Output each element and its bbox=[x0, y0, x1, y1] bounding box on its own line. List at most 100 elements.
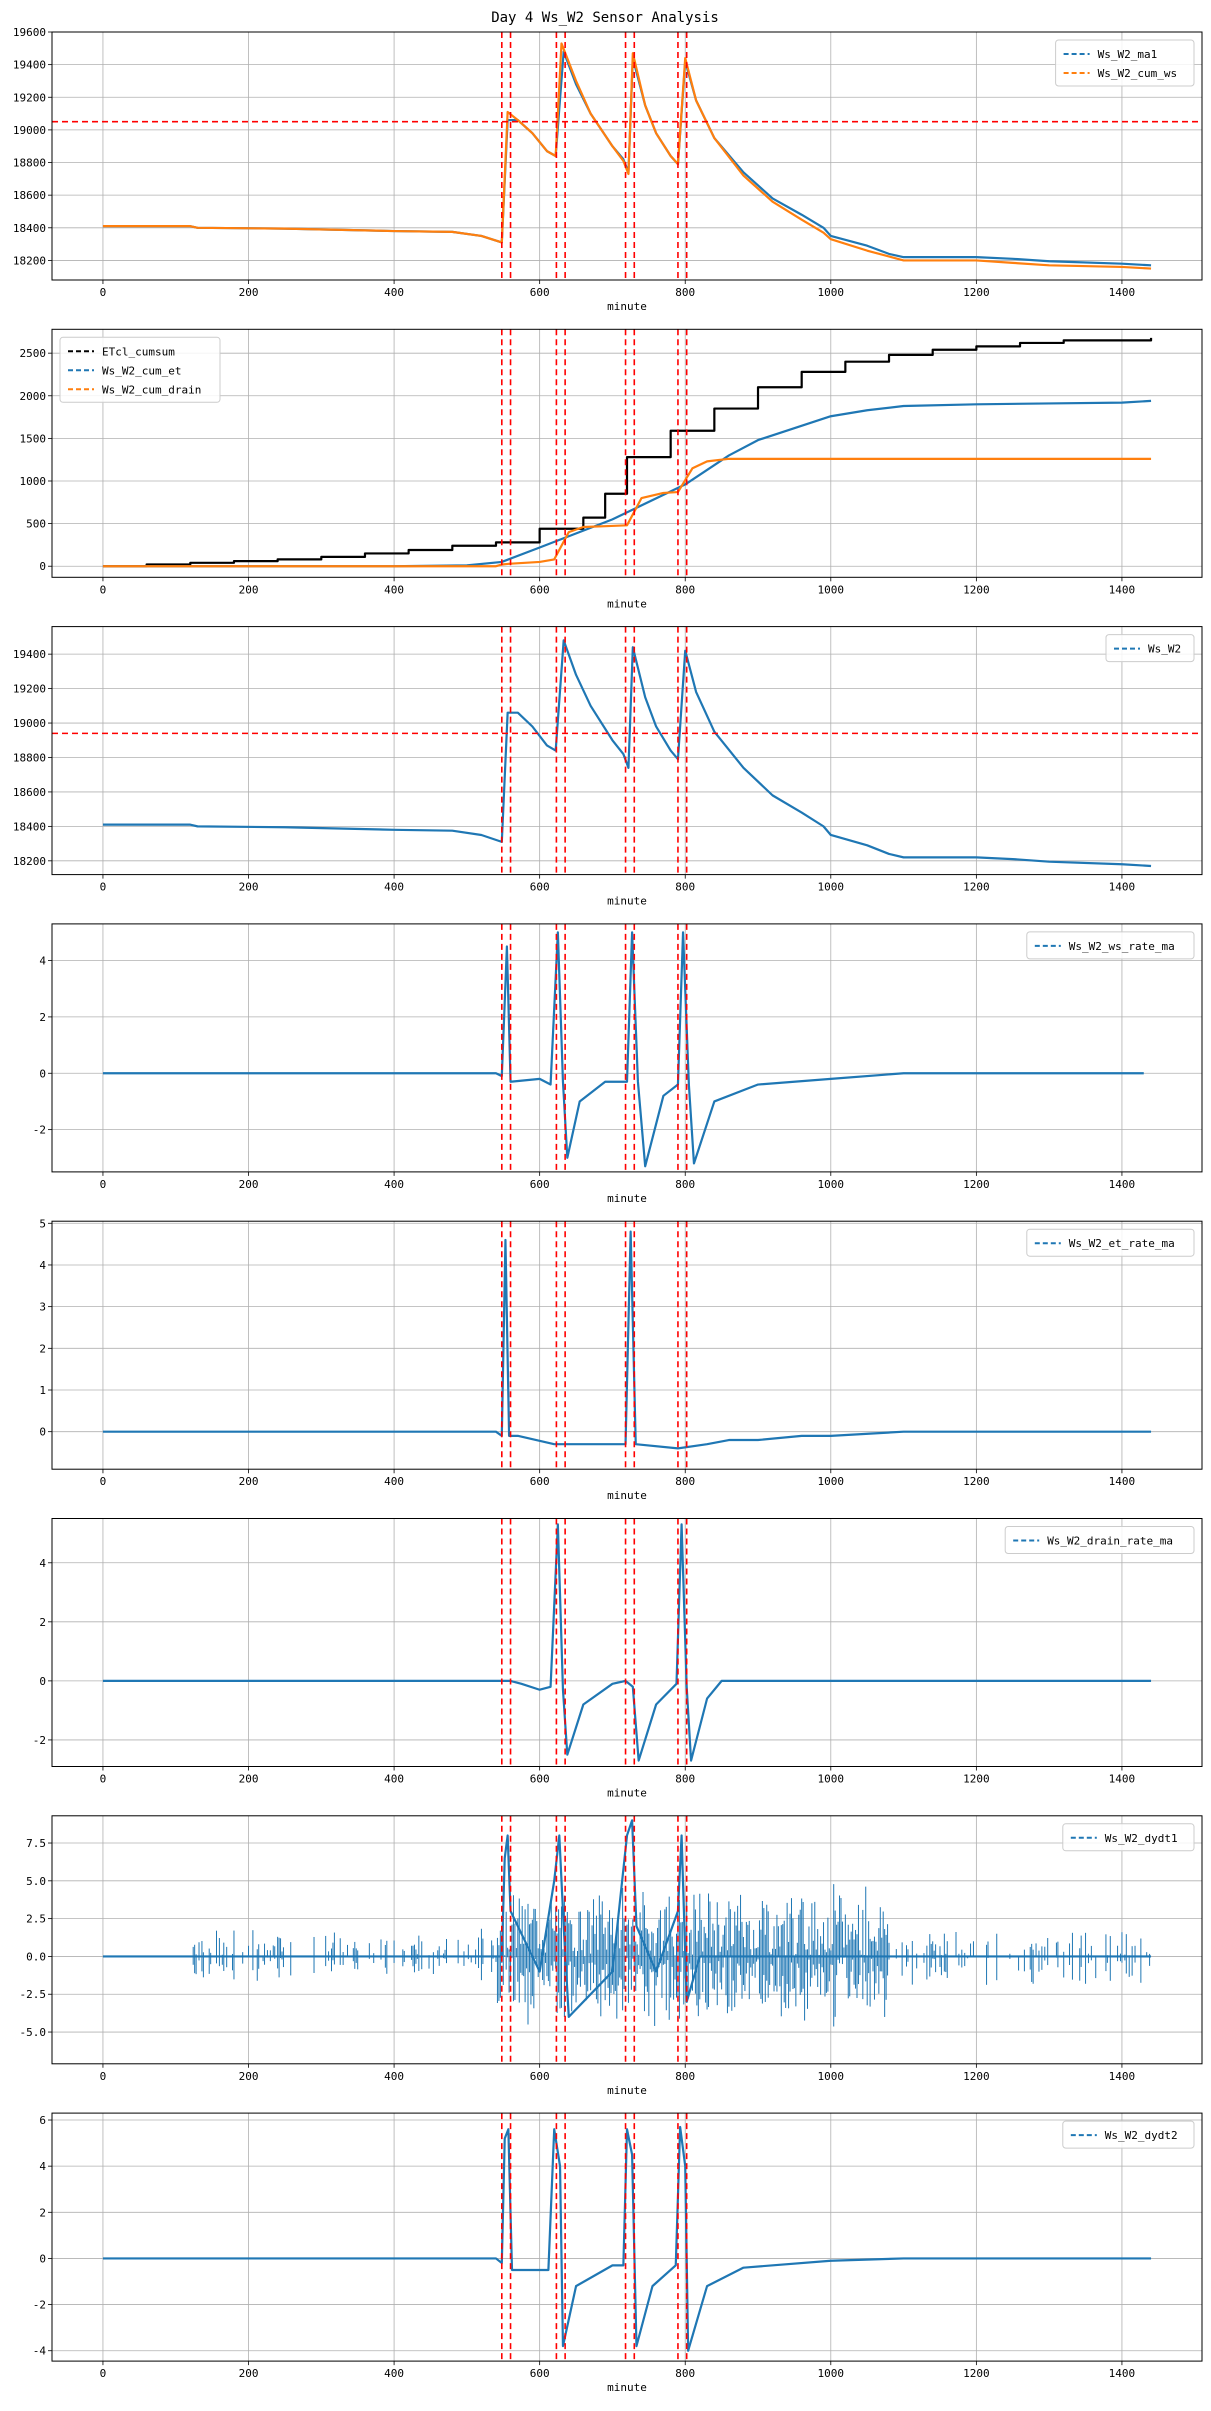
x-tick-label: 400 bbox=[384, 1178, 404, 1191]
x-tick-label: 600 bbox=[530, 583, 550, 596]
axes-ticks: 0 200 400 600 800 1000 1200 1400 18200 18400 18600… bbox=[13, 648, 1135, 907]
x-tick-label: 600 bbox=[530, 2070, 550, 2083]
plot-area bbox=[52, 32, 1202, 280]
y-tick-label: 0.0 bbox=[26, 1950, 46, 1963]
x-tick-label: 0 bbox=[100, 1773, 107, 1786]
axes-ticks: 0 200 400 600 800 1000 1200 1400 -5.0 -2.5 0.0 2.5 5… bbox=[20, 1837, 1136, 2097]
x-tick-label: 400 bbox=[384, 583, 404, 596]
x-tick-label: 1000 bbox=[818, 2367, 845, 2380]
legend: Ws_W2 bbox=[1105, 634, 1195, 663]
y-tick-label: 4 bbox=[39, 2160, 46, 2173]
x-tick-label: 1200 bbox=[963, 1773, 990, 1786]
series-line-Ws_W2_cum_et bbox=[102, 399, 1152, 568]
x-tick-label: 600 bbox=[530, 881, 550, 894]
legend-label: Ws_W2_et_rate_ma bbox=[1069, 1237, 1175, 1250]
x-tick-label: 0 bbox=[100, 1178, 107, 1191]
x-axis-label: minute bbox=[607, 895, 647, 908]
x-tick-label: 1400 bbox=[1109, 1773, 1136, 1786]
axes-ticks: 0 200 400 600 800 1000 1200 1400 0 500 1000 1500 200… bbox=[20, 347, 1136, 610]
y-tick-label: 2 bbox=[39, 2206, 46, 2219]
plot-area bbox=[102, 1815, 1152, 2064]
series-line-Ws_W2_cum_ws bbox=[102, 42, 1152, 270]
subplot-7: 0 200 400 600 800 1000 1200 1400 -5.0 -2.5 0.0 2.5 5… bbox=[20, 1815, 1203, 2097]
y-tick-label: 19000 bbox=[13, 124, 46, 137]
subplot-8: 0 200 400 600 800 1000 1200 1400 -4 -2 0 2 4 6 minute W… bbox=[33, 2112, 1203, 2394]
legend-box bbox=[1062, 1823, 1195, 1852]
x-tick-label: 800 bbox=[675, 583, 695, 596]
axes-frame bbox=[51, 923, 1203, 1173]
x-tick-label: 200 bbox=[239, 583, 259, 596]
legend-label: Ws_W2_drain_rate_ma bbox=[1047, 1535, 1173, 1548]
series-line-Ws_W2_et_rate_ma bbox=[102, 1230, 1152, 1450]
x-tick-label: 0 bbox=[100, 1475, 107, 1488]
x-tick-label: 1400 bbox=[1109, 286, 1136, 299]
legend: Ws_W2_dydt1 bbox=[1062, 1823, 1195, 1852]
x-tick-label: 1000 bbox=[818, 2070, 845, 2083]
y-tick-label: 19600 bbox=[13, 26, 46, 39]
axes-frame bbox=[51, 1220, 1203, 1470]
series-line-ETcl_cumsum bbox=[102, 337, 1153, 568]
axes-frame bbox=[51, 1518, 1203, 1767]
x-tick-label: 0 bbox=[100, 2070, 107, 2083]
x-tick-label: 1200 bbox=[963, 286, 990, 299]
x-tick-label: 0 bbox=[100, 286, 107, 299]
axes-frame bbox=[51, 2112, 1203, 2362]
x-tick-label: 800 bbox=[675, 881, 695, 894]
x-axis-label: minute bbox=[607, 597, 647, 610]
subplot-2: 0 200 400 600 800 1000 1200 1400 0 500 1000 1500 200… bbox=[20, 328, 1203, 610]
x-tick-label: 800 bbox=[675, 286, 695, 299]
y-tick-label: 2000 bbox=[20, 390, 47, 403]
x-tick-label: 1000 bbox=[818, 1475, 845, 1488]
y-tick-label: 0 bbox=[39, 1067, 46, 1080]
y-tick-label: 1000 bbox=[20, 475, 47, 488]
series-line-Ws_W2_ma1 bbox=[102, 50, 1152, 267]
axes-ticks: 0 200 400 600 800 1000 1200 1400 18200 18400 18600… bbox=[13, 26, 1135, 313]
y-tick-label: 4 bbox=[39, 955, 46, 968]
y-tick-label: 18400 bbox=[13, 222, 46, 235]
x-tick-label: 800 bbox=[675, 1475, 695, 1488]
legend-label: Ws_W2_cum_ws bbox=[1098, 67, 1177, 80]
y-tick-label: 1500 bbox=[20, 432, 47, 445]
x-axis-label: minute bbox=[607, 2084, 647, 2097]
legend: Ws_W2_drain_rate_ma bbox=[1004, 1526, 1195, 1554]
legend-box bbox=[1105, 634, 1195, 663]
y-tick-label: 19400 bbox=[13, 59, 46, 72]
axes-frame bbox=[51, 31, 1203, 281]
x-axis-label: minute bbox=[607, 1489, 647, 1502]
subplot-1: 0 200 400 600 800 1000 1200 1400 18200 18400 18600… bbox=[13, 26, 1203, 313]
y-tick-label: 0 bbox=[39, 2252, 46, 2265]
subplot-3: 0 200 400 600 800 1000 1200 1400 18200 18400 18600… bbox=[13, 626, 1203, 908]
legend-box bbox=[1055, 39, 1195, 87]
subplot-5: 0 200 400 600 800 1000 1200 1400 0 1 2 3 4 5 minute Ws_… bbox=[39, 1217, 1203, 1502]
x-tick-label: 600 bbox=[530, 286, 550, 299]
x-tick-label: 1400 bbox=[1109, 2070, 1136, 2083]
x-tick-label: 1400 bbox=[1109, 1178, 1136, 1191]
y-tick-label: 2.5 bbox=[26, 1913, 46, 1926]
x-tick-label: 1200 bbox=[963, 881, 990, 894]
y-tick-label: 18600 bbox=[13, 189, 46, 202]
y-tick-label: -2 bbox=[33, 1734, 46, 1747]
x-tick-label: 1400 bbox=[1109, 881, 1136, 894]
y-tick-label: 2 bbox=[39, 1342, 46, 1355]
x-tick-label: 1400 bbox=[1109, 2367, 1136, 2380]
legend-box bbox=[59, 336, 221, 403]
legend-box bbox=[1026, 931, 1195, 960]
series-line-Ws_W2_dydt2 bbox=[102, 2125, 1152, 2352]
legend: Ws_W2_dydt2 bbox=[1062, 2120, 1195, 2149]
y-tick-label: 19200 bbox=[13, 683, 46, 696]
legend-label: Ws_W2_ws_rate_ma bbox=[1069, 940, 1175, 953]
legend: Ws_W2_ws_rate_ma bbox=[1026, 931, 1195, 960]
series-line-Ws_W2_drain_rate_ma bbox=[102, 1523, 1152, 1762]
series-noise-Ws_W2_dydt1 bbox=[192, 1884, 1151, 2027]
x-tick-label: 600 bbox=[530, 1773, 550, 1786]
x-tick-label: 400 bbox=[384, 2070, 404, 2083]
x-tick-label: 200 bbox=[239, 1773, 259, 1786]
legend-label: Ws_W2_cum_drain bbox=[102, 383, 201, 396]
x-axis-label: minute bbox=[607, 2381, 647, 2394]
axes-ticks: 0 200 400 600 800 1000 1200 1400 -2 0 2 4 minute bbox=[33, 1557, 1135, 1800]
x-tick-label: 1000 bbox=[818, 881, 845, 894]
plot-area bbox=[102, 1518, 1152, 1767]
x-tick-label: 200 bbox=[239, 1178, 259, 1191]
axes-ticks: 0 200 400 600 800 1000 1200 1400 -2 0 2 4 minute bbox=[33, 955, 1135, 1205]
